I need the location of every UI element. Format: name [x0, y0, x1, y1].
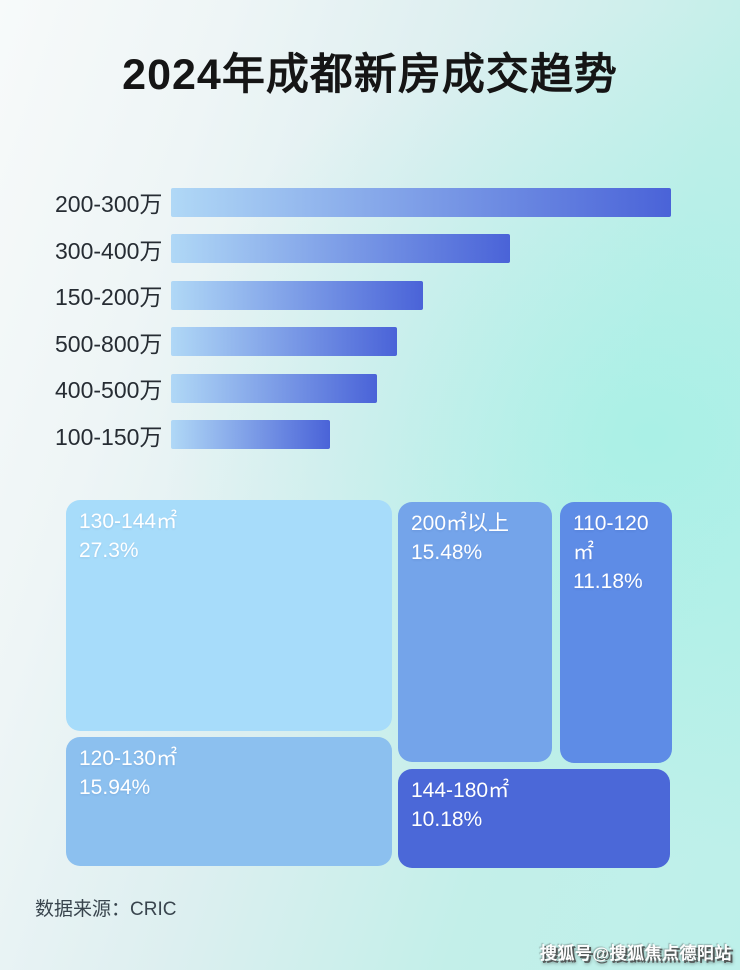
price-bar-track	[171, 187, 671, 217]
price-bar-track	[171, 234, 671, 264]
price-bar-fill	[171, 187, 671, 217]
price-bar-row: 300-400万	[55, 226, 671, 273]
price-bar-fill	[171, 420, 330, 450]
price-bar-label: 300-400万	[55, 237, 163, 264]
price-bar-label: 150-200万	[55, 284, 163, 311]
price-bar-label: 400-500万	[55, 377, 163, 404]
treemap-cell-200-plus: 200㎡以上 15.48%	[398, 502, 552, 762]
price-bar-fill	[171, 327, 397, 357]
price-bar-label: 200-300万	[55, 191, 163, 218]
treemap-cell-range: 200㎡以上	[411, 512, 510, 535]
price-bar-track	[171, 327, 671, 357]
treemap-cell-120-130: 120-130㎡ 15.94%	[66, 737, 392, 866]
price-bar-track	[171, 420, 671, 450]
price-bar-chart: 200-300万 300-400万 150-200万 500-800万 400-…	[55, 179, 671, 458]
price-bar-fill	[171, 280, 423, 310]
price-bar-track	[171, 373, 671, 403]
treemap-cell-110-120: 110-120㎡ 11.18%	[560, 502, 672, 763]
treemap-cell-range: 120-130㎡	[79, 747, 178, 770]
treemap-cell-range: 130-144㎡	[79, 510, 178, 533]
price-bar-row: 200-300万	[55, 179, 671, 226]
treemap-cell-percent: 10.18%	[411, 807, 483, 831]
watermark-sohu-account: 搜狐号@搜狐焦点德阳站	[539, 944, 732, 963]
area-treemap: 130-144㎡ 27.3% 200㎡以上 15.48% 110-120㎡ 11…	[64, 498, 674, 868]
treemap-cell-130-144: 130-144㎡ 27.3%	[66, 500, 392, 731]
treemap-cell-144-180: 144-180㎡ 10.18%	[398, 769, 670, 868]
treemap-cell-percent: 11.18%	[573, 569, 643, 593]
data-source-note: 数据来源：CRIC	[35, 899, 177, 920]
price-bar-label: 500-800万	[55, 330, 163, 357]
price-bar-label: 100-150万	[55, 423, 163, 450]
price-bar-row: 100-150万	[55, 412, 671, 459]
treemap-cell-percent: 15.94%	[79, 775, 151, 799]
treemap-cell-percent: 27.3%	[79, 538, 139, 562]
price-bar-fill	[171, 373, 377, 403]
treemap-cell-range: 110-120㎡	[573, 512, 649, 564]
treemap-cell-percent: 15.48%	[411, 540, 483, 564]
page-title: 2024年成都新房成交趋势	[122, 51, 618, 99]
treemap-cell-range: 144-180㎡	[411, 779, 510, 802]
price-bar-row: 150-200万	[55, 272, 671, 319]
price-bar-track	[171, 280, 671, 310]
price-bar-fill	[171, 234, 510, 264]
price-bar-row: 400-500万	[55, 365, 671, 412]
price-bar-row: 500-800万	[55, 319, 671, 366]
